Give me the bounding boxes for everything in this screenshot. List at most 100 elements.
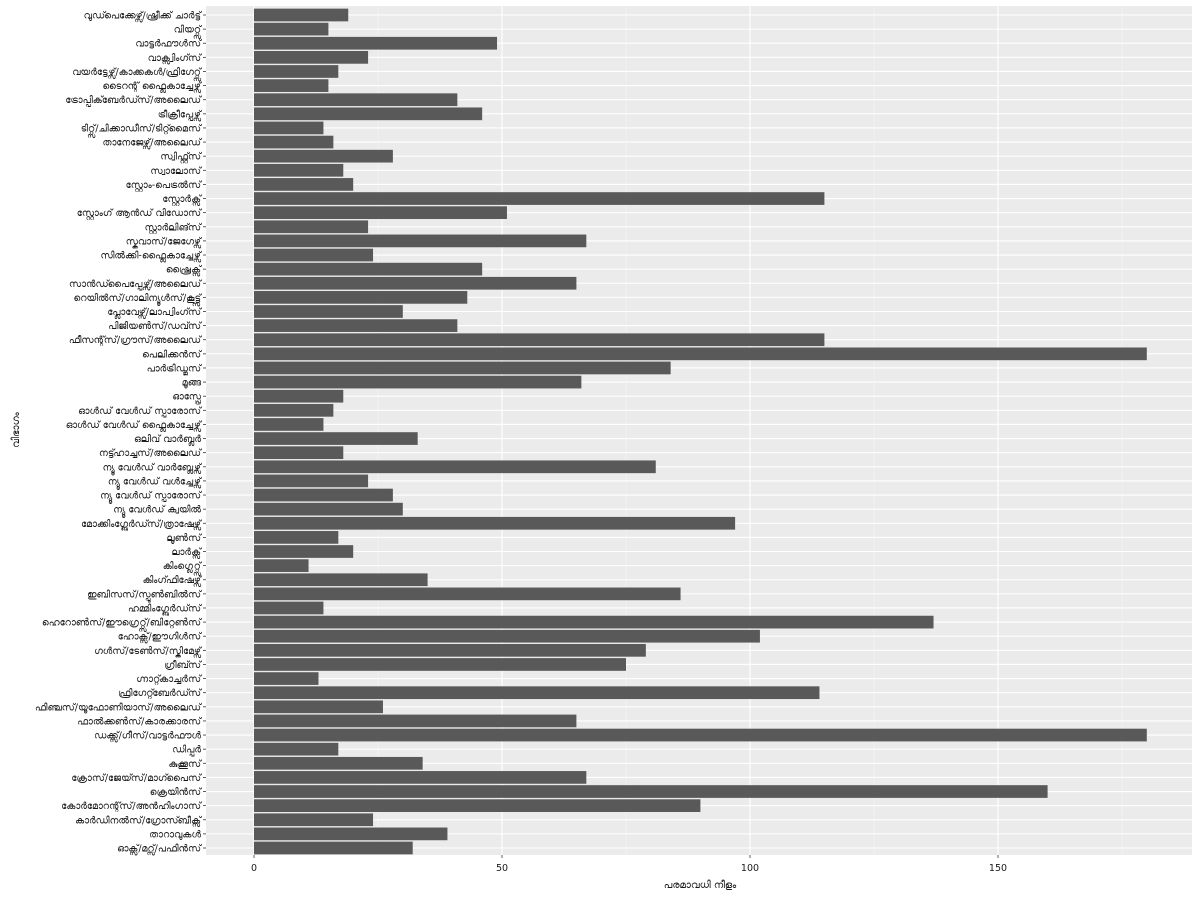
y-tick-label: ഹമ്മിംഗ്ബേർഡ്സ് xyxy=(128,602,203,614)
y-tick-label: കുക്കൂസ് xyxy=(169,758,204,770)
bar xyxy=(254,347,1147,361)
y-tick-label: സ്വാലോസ് xyxy=(150,165,203,177)
y-tick-label: ഒലിവ് വാർബ്ലർ xyxy=(134,433,201,445)
bar xyxy=(254,658,626,671)
y-tick-label: സ്കുവാസ്/ജേഗേഴ്സ് xyxy=(126,235,203,247)
y-tick-label: പെലിക്കൻസ് xyxy=(142,348,203,360)
bar xyxy=(254,375,582,389)
y-tick-label: ഷ്രൈക്സ് xyxy=(166,264,203,276)
bar xyxy=(254,545,354,558)
bar xyxy=(254,305,403,318)
y-tick-label: ഫ്രിഗേറ്റ്ബേർഡ്സ് xyxy=(118,687,203,700)
y-tick-label: ട്രോപ്പിക്ബേർഡ്സ്/അലൈഡ് xyxy=(65,94,203,106)
y-tick-label: വയർട്ടേഴ്സ്/കാക്കകൾ/ഫ്രിഗേറ്റ്സ് xyxy=(72,66,203,81)
bar xyxy=(254,192,825,205)
y-tick-labels: ഓക്സ്/മറ്സ്/പഫിൻസ് താറാവുകൾ കാർഡിനൽസ്/ഗ്രോ… xyxy=(35,10,206,855)
bar xyxy=(254,36,498,50)
y-tick-label: ഗ്നാറ്റ്കാച്ചർസ് xyxy=(136,673,203,686)
bar xyxy=(254,502,403,516)
y-tick-label: ഓക്സ്/മറ്സ്/പഫിൻസ് xyxy=(117,843,203,855)
y-tick-label: വാക്സ്വിംഗ്സ് xyxy=(148,52,203,64)
y-tick-label: റെയിൽസ്/ഗാലിന്യൂൾസ്/കൂട്ട്സ് xyxy=(73,292,203,306)
bar xyxy=(254,319,458,332)
bar xyxy=(254,559,309,572)
bar xyxy=(254,446,344,460)
y-tick-label: ഗൾസ്/ടേൺസ്/സ്കിമേഴ്സ് xyxy=(94,645,203,657)
plot-panel xyxy=(206,6,1192,855)
bar xyxy=(254,163,344,177)
y-tick-label: ടിറ്റ്സ്/ചിക്കാഡീസ്/ടിറ്റ്മൈസ് xyxy=(81,122,203,137)
bar xyxy=(254,587,681,601)
bar xyxy=(254,474,369,488)
y-tick-label: ന്യൂ വേൾഡ് ക്വയിൽ xyxy=(113,504,202,518)
bar xyxy=(254,79,329,92)
bar xyxy=(254,149,393,163)
bars xyxy=(254,8,1147,855)
bar xyxy=(254,403,334,417)
bar xyxy=(254,700,383,714)
y-tick-label: പ്ലോവേഴ്സ്/ലാപ്വിംഗ്സ് xyxy=(107,306,203,318)
x-axis-title: പരമാവധി നീളം xyxy=(664,879,737,891)
y-tick-label: ക്രെയിൻസ് xyxy=(150,786,203,798)
bar xyxy=(254,615,934,629)
bar xyxy=(254,488,393,502)
bar xyxy=(254,418,324,431)
bar xyxy=(254,135,334,149)
bar xyxy=(254,248,374,262)
y-tick-label: ക്രോസ്/ജേയ്സ്/മാഗ്പൈസ് xyxy=(71,772,203,784)
y-tick-label: ലൂൺസ് xyxy=(167,532,204,544)
y-tick-label: സ്റ്റോംഗ് ആൻഡ് വിഡോസ് xyxy=(77,207,203,220)
bar xyxy=(254,643,646,657)
y-tick-label: ന്യൂ വേൾഡ് വൾച്ചേഴ്സ് xyxy=(108,475,203,489)
y-tick-label: സാൻഡ്പൈപ്പേഴ്സ്/അലൈഡ് xyxy=(69,278,203,290)
x-tick-label: 100 xyxy=(741,863,759,874)
bar xyxy=(254,333,825,347)
bar xyxy=(254,361,671,375)
x-tick-label: 50 xyxy=(496,863,508,874)
bar xyxy=(254,742,339,756)
y-tick-label: താറാവുകൾ xyxy=(149,829,202,840)
y-tick-label: വാട്ടർഫൗൾസ് xyxy=(135,38,203,50)
bar xyxy=(254,516,736,530)
y-tick-label: ന്യൂ വേൾഡ് സ്പാരോസ് xyxy=(100,490,203,504)
y-tick-label: ന്യൂ വേൾഡ് വാർബ്ലേഴ്സ് xyxy=(103,461,203,475)
bar xyxy=(254,785,1048,798)
bar xyxy=(254,220,369,234)
y-tick-label: ഫാൽക്കൺസ്/കാരക്കാരസ് xyxy=(77,715,203,727)
y-tick-label: കാർഡിനൽസ്/ഗ്രോസ്ബീക്സ് xyxy=(75,814,203,826)
y-tick-label: സ്വിഫ്റ്റ്സ് xyxy=(160,151,203,164)
y-tick-label: ഹെറോൺസ്/ഈഗ്രെറ്റ്സ്/ബിറ്റേൺസ് xyxy=(42,617,203,632)
y-tick-label: സ്റ്റാർലിങ്സ് xyxy=(145,221,204,234)
x-tick-label: 150 xyxy=(989,863,1007,874)
y-tick-label: ഓൾഡ് വേൾഡ് ഫ്ലൈകാച്ചേഴ്സ് xyxy=(66,419,203,431)
bar xyxy=(254,714,577,728)
bar xyxy=(254,262,483,276)
bar xyxy=(254,276,577,290)
y-tick-label: മൂങ്ങ xyxy=(182,378,202,389)
bar xyxy=(254,771,587,784)
bar xyxy=(254,178,354,191)
y-tick-label: വുഡ്പെക്കേഴ്സ്/ഷ്രീക്ക് ചാർട്ട് xyxy=(84,10,203,22)
bar xyxy=(254,629,760,643)
bar xyxy=(254,813,374,827)
y-tick-label: ഫീസന്റ്സ്/ഗ്രൗസ്/അലൈഡ് xyxy=(69,334,203,347)
y-tick-label: ഓൾഡ് വേൾഡ് സ്പാരോസ് xyxy=(78,405,203,417)
y-tick-label: മോക്കിംഗ്ബേർഡ്സ്/ത്രാഷേഴ്സ് xyxy=(81,518,203,530)
y-tick-label: സ്റ്റോർക്സ് xyxy=(162,193,203,206)
y-tick-label: സിൽക്കി-ഫ്ലൈകാച്ചേഴ്സ് xyxy=(101,250,204,262)
y-tick-label: വിയറ്റ്സ് xyxy=(174,24,203,39)
bar xyxy=(254,291,468,304)
y-tick-label: കിംഗ്ലെറ്റ്സ് xyxy=(163,560,203,575)
bar xyxy=(254,672,319,685)
x-tick-label: 0 xyxy=(251,863,257,874)
y-tick-label: പിജിയൺസ്/ഡവ്സ് xyxy=(108,320,203,332)
y-tick-label: കിംഗ്ഫിഷേഴ്സ് xyxy=(143,574,204,586)
y-tick-label: ഇബിസസ്/സ്പൂൺബിൽസ് xyxy=(87,588,203,603)
bar xyxy=(254,756,423,770)
y-tick-label: ടൈറന്റ് ഫ്ലൈകാച്ചേഴ്സ് xyxy=(102,80,203,93)
y-tick-label: സ്റ്റോം-പെട്രൽസ് xyxy=(126,179,203,192)
bar xyxy=(254,107,483,121)
bar xyxy=(254,686,820,700)
